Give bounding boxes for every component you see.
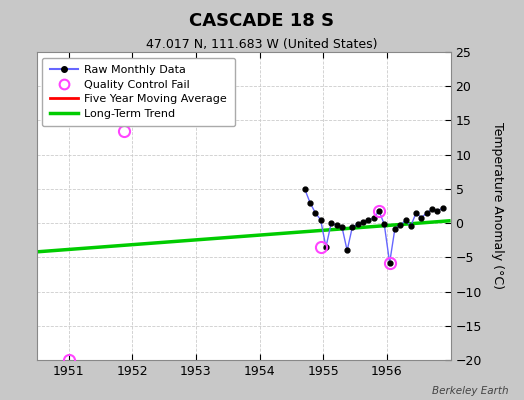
Text: Berkeley Earth: Berkeley Earth bbox=[432, 386, 508, 396]
Legend: Raw Monthly Data, Quality Control Fail, Five Year Moving Average, Long-Term Tren: Raw Monthly Data, Quality Control Fail, … bbox=[42, 58, 235, 126]
Text: 47.017 N, 111.683 W (United States): 47.017 N, 111.683 W (United States) bbox=[146, 38, 378, 51]
Text: CASCADE 18 S: CASCADE 18 S bbox=[190, 12, 334, 30]
Y-axis label: Temperature Anomaly (°C): Temperature Anomaly (°C) bbox=[491, 122, 504, 290]
